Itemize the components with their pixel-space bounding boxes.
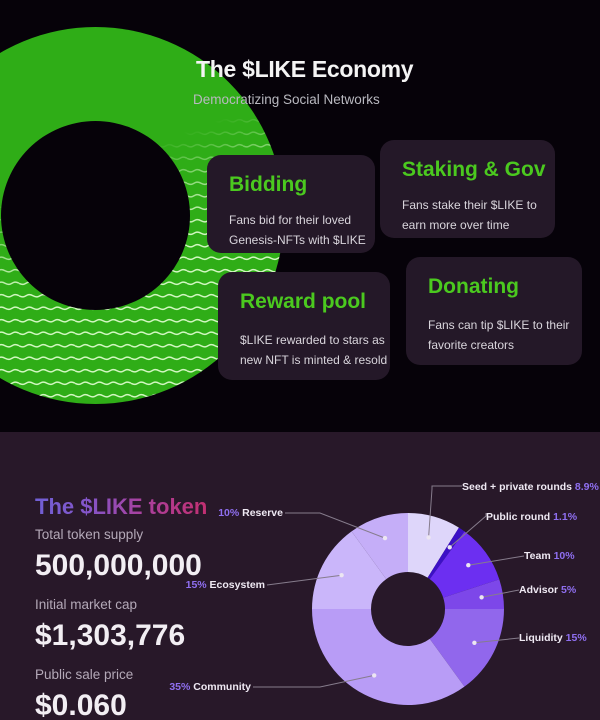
- svg-text:Public round 1.1%: Public round 1.1%: [486, 511, 578, 523]
- svg-text:10% Reserve: 10% Reserve: [218, 507, 283, 519]
- svg-text:35% Community: 35% Community: [169, 681, 251, 693]
- svg-text:Liquidity 15%: Liquidity 15%: [519, 632, 587, 644]
- svg-text:Seed + private rounds 8.9%: Seed + private rounds 8.9%: [462, 481, 600, 493]
- svg-text:Team 10%: Team 10%: [524, 550, 575, 562]
- svg-text:15% Ecosystem: 15% Ecosystem: [186, 579, 265, 591]
- svg-text:Advisor 5%: Advisor 5%: [519, 584, 577, 596]
